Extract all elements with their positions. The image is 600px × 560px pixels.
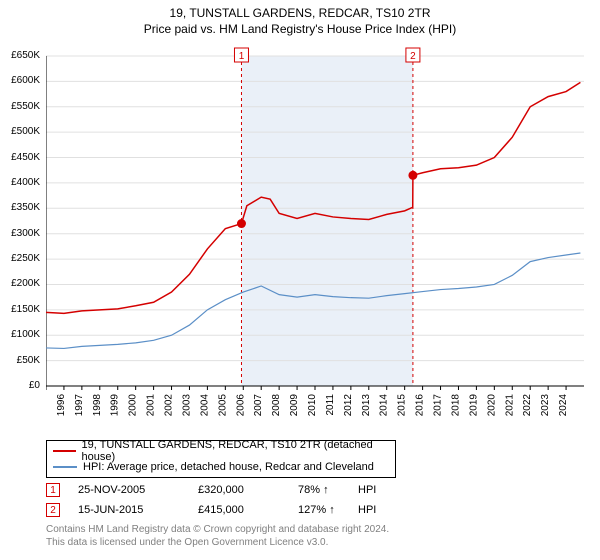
svg-text:2018: 2018 xyxy=(450,394,461,416)
svg-text:2001: 2001 xyxy=(146,394,157,416)
svg-text:2: 2 xyxy=(410,51,416,62)
sale-hpi-label: HPI xyxy=(358,504,398,516)
legend-swatch xyxy=(53,450,76,452)
svg-text:2016: 2016 xyxy=(415,394,426,416)
legend-label: 19, TUNSTALL GARDENS, REDCAR, TS10 2TR (… xyxy=(82,439,390,463)
chart: 1995 1996 1997 1998 1999 2000 2001 2002 2003 2004… xyxy=(46,46,586,416)
y-axis-label: £600K xyxy=(11,75,40,86)
y-axis-label: £100K xyxy=(11,329,40,340)
svg-text:2012: 2012 xyxy=(343,394,354,416)
svg-text:2004: 2004 xyxy=(199,394,210,416)
svg-text:2020: 2020 xyxy=(486,394,497,416)
y-axis-label: £0 xyxy=(29,380,40,391)
svg-text:2007: 2007 xyxy=(253,394,264,416)
y-axis-label: £200K xyxy=(11,278,40,289)
sale-price: £415,000 xyxy=(198,504,298,516)
legend: 19, TUNSTALL GARDENS, REDCAR, TS10 2TR (… xyxy=(46,440,396,478)
y-axis-label: £500K xyxy=(11,126,40,137)
svg-text:2005: 2005 xyxy=(217,394,228,416)
sale-row: 2 15-JUN-2015 £415,000 127% ↑ HPI xyxy=(46,500,398,520)
y-axis-label: £150K xyxy=(11,304,40,315)
svg-text:2003: 2003 xyxy=(181,394,192,416)
svg-text:2015: 2015 xyxy=(397,394,408,416)
svg-text:2013: 2013 xyxy=(361,394,372,416)
sale-row: 1 25-NOV-2005 £320,000 78% ↑ HPI xyxy=(46,480,398,500)
svg-text:2024: 2024 xyxy=(558,394,569,416)
sale-marker-icon: 1 xyxy=(46,483,60,497)
svg-text:1997: 1997 xyxy=(74,394,85,416)
y-axis-label: £350K xyxy=(11,202,40,213)
svg-text:2014: 2014 xyxy=(379,394,390,416)
y-axis-label: £50K xyxy=(17,355,40,366)
y-axis-label: £450K xyxy=(11,152,40,163)
legend-item: HPI: Average price, detached house, Redc… xyxy=(53,459,389,475)
svg-text:2000: 2000 xyxy=(128,394,139,416)
svg-text:1998: 1998 xyxy=(92,394,103,416)
sale-price: £320,000 xyxy=(198,484,298,496)
sale-pct: 78% ↑ xyxy=(298,484,358,496)
svg-text:2002: 2002 xyxy=(164,394,175,416)
svg-text:1999: 1999 xyxy=(110,394,121,416)
y-axis-label: £550K xyxy=(11,101,40,112)
sale-date: 15-JUN-2015 xyxy=(78,504,198,516)
footer-line1: Contains HM Land Registry data © Crown c… xyxy=(46,524,389,537)
y-axis-label: £650K xyxy=(11,50,40,61)
legend-label: HPI: Average price, detached house, Redc… xyxy=(83,461,374,473)
svg-text:1: 1 xyxy=(239,51,245,62)
y-axis-label: £250K xyxy=(11,253,40,264)
svg-text:2011: 2011 xyxy=(325,394,336,416)
svg-text:1996: 1996 xyxy=(56,394,67,416)
page-subtitle: Price paid vs. HM Land Registry's House … xyxy=(0,20,600,36)
sale-date: 25-NOV-2005 xyxy=(78,484,198,496)
sale-marker-icon: 2 xyxy=(46,503,60,517)
sales-table: 1 25-NOV-2005 £320,000 78% ↑ HPI 2 15-JU… xyxy=(46,480,398,520)
footer-line2: This data is licensed under the Open Gov… xyxy=(46,537,389,550)
svg-text:2010: 2010 xyxy=(307,394,318,416)
footer: Contains HM Land Registry data © Crown c… xyxy=(46,524,389,549)
svg-text:2022: 2022 xyxy=(522,394,533,416)
svg-text:2019: 2019 xyxy=(468,394,479,416)
legend-item: 19, TUNSTALL GARDENS, REDCAR, TS10 2TR (… xyxy=(53,443,389,459)
svg-text:2008: 2008 xyxy=(271,394,282,416)
svg-text:2021: 2021 xyxy=(504,394,515,416)
y-axis-label: £300K xyxy=(11,228,40,239)
svg-text:2006: 2006 xyxy=(235,394,246,416)
svg-text:2023: 2023 xyxy=(540,394,551,416)
svg-text:2017: 2017 xyxy=(433,394,444,416)
svg-text:1995: 1995 xyxy=(46,394,49,416)
sale-hpi-label: HPI xyxy=(358,484,398,496)
page-title: 19, TUNSTALL GARDENS, REDCAR, TS10 2TR xyxy=(0,0,600,20)
legend-swatch xyxy=(53,466,77,468)
y-axis-label: £400K xyxy=(11,177,40,188)
svg-text:2009: 2009 xyxy=(289,394,300,416)
sale-pct: 127% ↑ xyxy=(298,504,358,516)
